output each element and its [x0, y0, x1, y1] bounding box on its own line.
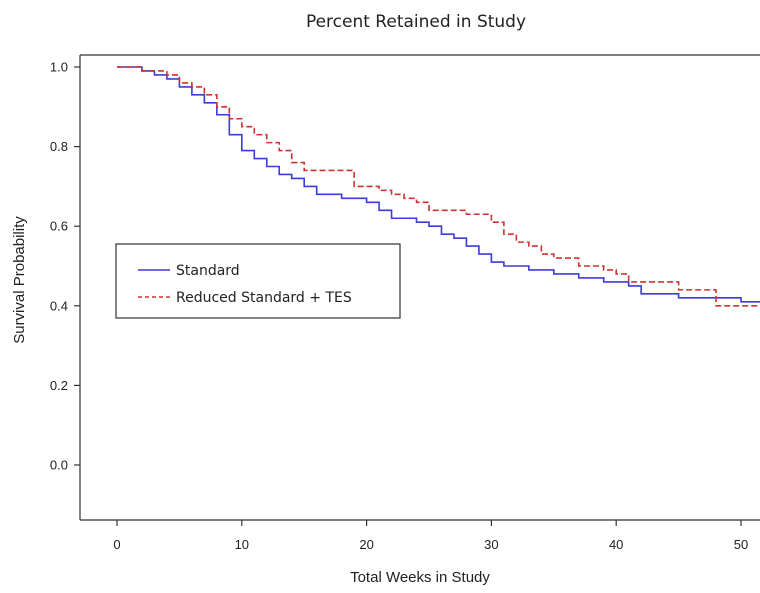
x-tick-label: 50: [734, 537, 748, 552]
plot-area: [79, 54, 760, 521]
chart-title: Percent Retained in Study: [306, 12, 526, 32]
legend-box: [115, 243, 401, 319]
y-axis-label: Survival Probability: [11, 216, 28, 344]
legend-label-standard: Standard: [176, 263, 240, 279]
legend: Standard Reduced Standard + TES: [115, 243, 401, 319]
x-axis-label: Total Weeks in Study: [350, 569, 490, 586]
x-tick-label: 40: [609, 537, 623, 552]
y-tick-label: 0.8: [50, 139, 68, 154]
y-tick-label: 0.0: [50, 458, 68, 473]
y-tick-label: 0.6: [50, 219, 68, 234]
y-axis-ticks: 0.0 0.2 0.4 0.6 0.8 1.0: [50, 60, 80, 473]
y-tick-label: 0.4: [50, 298, 68, 313]
x-tick-label: 20: [359, 537, 373, 552]
series-line-reduced-tes: [117, 66, 760, 307]
y-tick-label: 1.0: [50, 60, 68, 75]
x-tick-label: 0: [113, 537, 120, 552]
legend-label-reduced-tes: Reduced Standard + TES: [176, 290, 352, 306]
x-axis-ticks: 0 10 20 30 40 50: [113, 520, 748, 552]
series-lines: [117, 66, 760, 307]
y-tick-label: 0.2: [50, 378, 68, 393]
x-tick-label: 10: [235, 537, 249, 552]
series-line-standard: [117, 66, 760, 303]
x-tick-label: 30: [484, 537, 498, 552]
